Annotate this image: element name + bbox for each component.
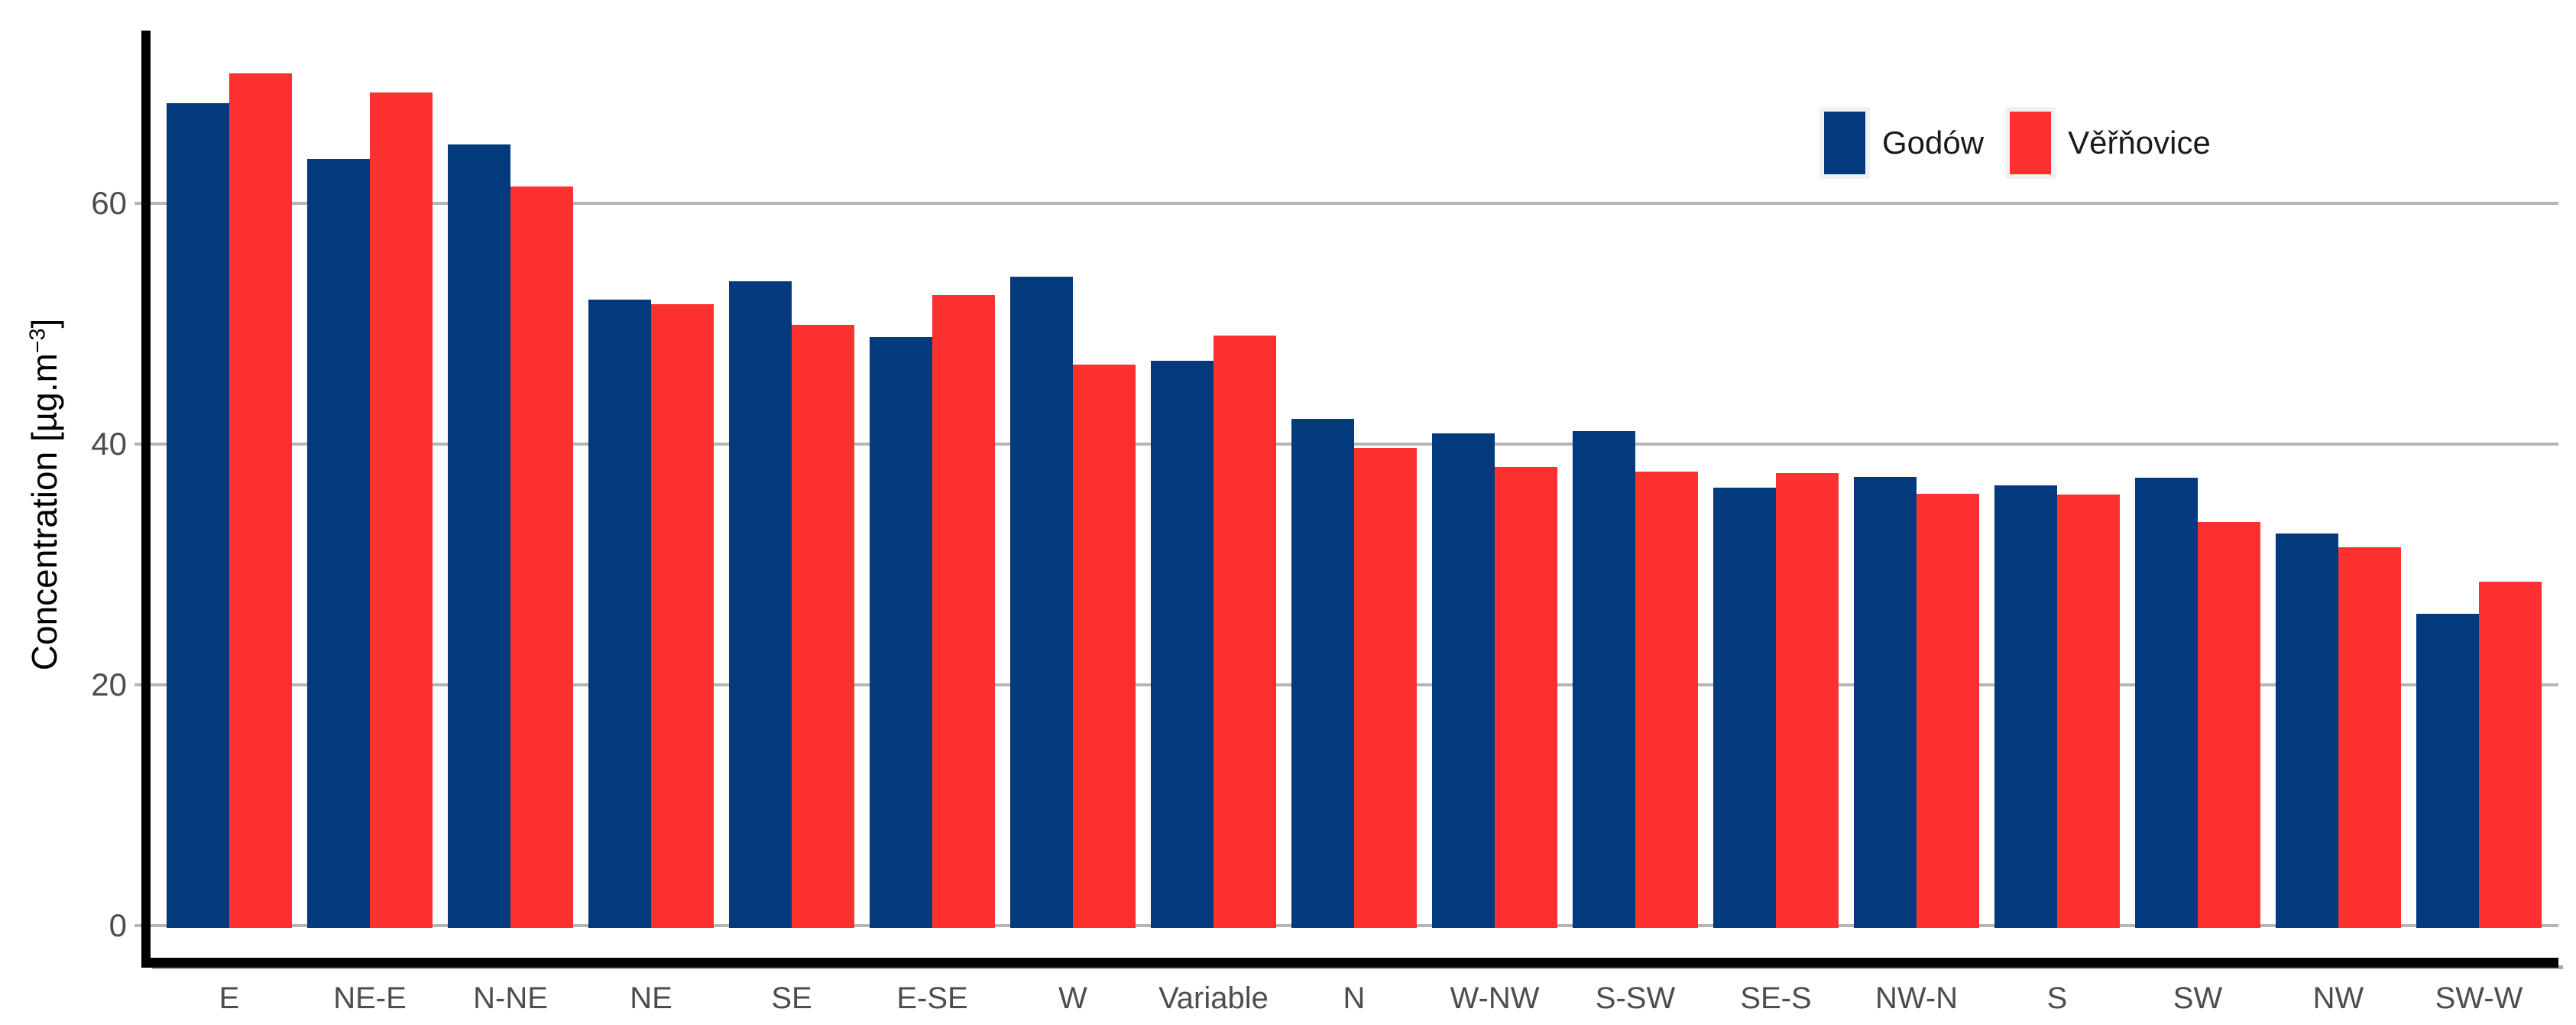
y-tick-label-60: 60 — [91, 185, 127, 221]
bar-godów-n-ne — [448, 144, 510, 928]
x-category-label-ne: NE — [630, 981, 672, 1015]
bar-věřňovice-e — [229, 73, 292, 928]
bar-věřňovice-w — [1073, 365, 1136, 928]
bar-godów-nw — [2276, 533, 2338, 928]
y-axis-title-exponent: −3 — [25, 328, 50, 354]
legend-label-godow: Godów — [1882, 125, 1985, 161]
bar-věřňovice-nw — [2338, 547, 2401, 928]
x-category-label-e: E — [219, 981, 240, 1015]
bar-godów-s — [1994, 485, 2057, 928]
x-category-label-e-se: E-SE — [896, 981, 968, 1015]
legend-item-godow: Godów — [1819, 107, 1984, 179]
bar-godów-w-nw — [1432, 433, 1495, 928]
legend-key-vernovice — [2005, 107, 2056, 179]
bar-věřňovice-se — [792, 325, 854, 928]
bar-godów-variable — [1151, 361, 1213, 928]
legend-label-vernovice: Věřňovice — [2068, 125, 2211, 161]
bar-godów-w — [1010, 277, 1073, 928]
legend-swatch-godow — [1824, 112, 1865, 174]
bar-věřňovice-s-sw — [1635, 472, 1698, 928]
bar-věřňovice-variable — [1213, 336, 1276, 928]
y-axis-line — [141, 31, 151, 968]
bar-godów-ne-e — [307, 158, 370, 928]
legend-swatch-vernovice — [2010, 112, 2052, 174]
bar-věřňovice-sw — [2198, 522, 2260, 928]
bar-věřňovice-ne-e — [370, 92, 433, 928]
bar-godów-s-sw — [1573, 430, 1635, 928]
x-category-label-sw-w: SW-W — [2435, 981, 2523, 1015]
gridline-60 — [134, 202, 2558, 205]
bar-godów-nw-n — [1854, 476, 1917, 928]
bar-věřňovice-w-nw — [1495, 466, 1557, 928]
bar-godów-se — [729, 281, 792, 928]
bar-godów-sw — [2135, 478, 2198, 928]
y-axis-title-suffix: ] — [24, 318, 64, 329]
y-tick-label-40: 40 — [91, 426, 127, 462]
x-category-label-w: W — [1058, 981, 1087, 1015]
x-category-label-variable: Variable — [1158, 981, 1269, 1015]
bar-godów-e — [167, 103, 229, 928]
legend-item-vernovice: Věřňovice — [2005, 107, 2211, 179]
bar-godów-se-s — [1713, 487, 1776, 928]
y-tick-label-0: 0 — [109, 907, 127, 943]
bar-věřňovice-e-se — [932, 294, 995, 928]
x-category-label-n: N — [1343, 981, 1366, 1015]
x-category-label-se-s: SE-S — [1740, 981, 1812, 1015]
x-category-label-n-ne: N-NE — [473, 981, 548, 1015]
bar-věřňovice-n-ne — [510, 186, 573, 928]
x-category-label-nw: NW — [2312, 981, 2364, 1015]
x-category-label-nw-n: NW-N — [1874, 981, 1959, 1015]
x-category-label-se: SE — [771, 981, 812, 1015]
legend: Godów Věřňovice — [1819, 107, 2211, 179]
legend-key-godow — [1819, 107, 1870, 179]
bar-věřňovice-nw-n — [1917, 493, 1979, 928]
bar-věřňovice-n — [1354, 447, 1417, 928]
bar-godów-ne — [588, 300, 651, 928]
x-category-label-s: S — [2046, 981, 2068, 1015]
bar-věřňovice-ne — [651, 304, 714, 928]
x-category-label-sw: SW — [2173, 981, 2223, 1015]
bar-godów-e-se — [870, 336, 932, 928]
y-axis-title-prefix: Concentration [µg.m — [24, 353, 64, 671]
bar-godów-sw-w — [2416, 614, 2479, 928]
x-category-label-ne-e: NE-E — [333, 981, 407, 1015]
y-axis-title: Concentration [µg.m−3] — [24, 319, 65, 670]
y-tick-label-20: 20 — [91, 667, 127, 702]
x-category-label-w-nw: W-NW — [1450, 981, 1540, 1015]
x-category-label-s-sw: S-SW — [1595, 981, 1676, 1015]
bar-věřňovice-s — [2057, 495, 2120, 928]
bar-godów-n — [1291, 418, 1354, 928]
x-axis-line — [141, 958, 2558, 968]
bar-věřňovice-se-s — [1776, 472, 1839, 928]
bar-věřňovice-sw-w — [2479, 581, 2542, 928]
